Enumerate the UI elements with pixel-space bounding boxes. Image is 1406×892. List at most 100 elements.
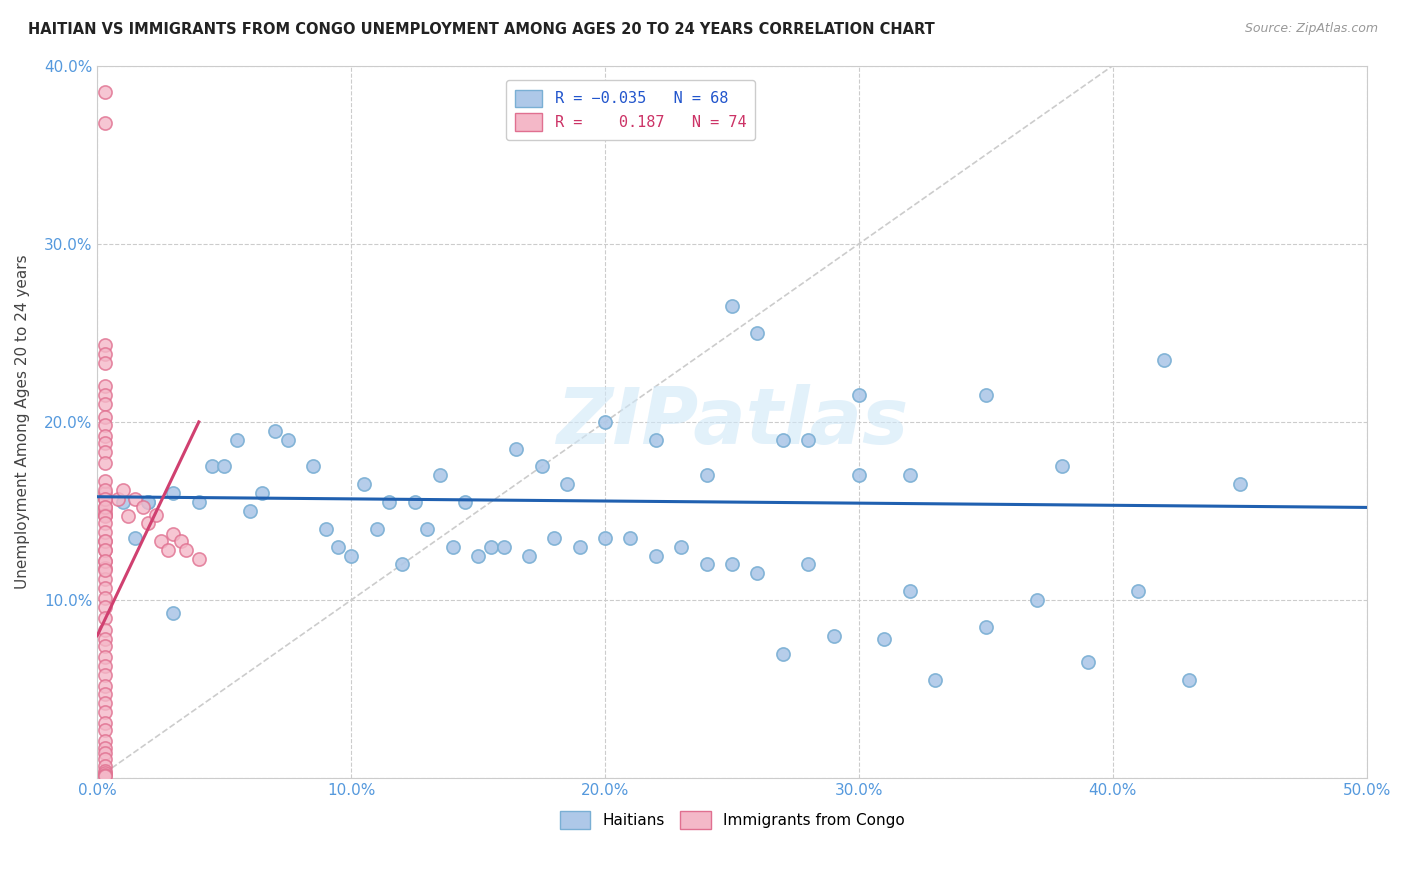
Point bbox=[94, 716, 117, 731]
Point bbox=[239, 504, 262, 518]
Point bbox=[94, 659, 117, 673]
Point bbox=[492, 540, 515, 554]
Point bbox=[848, 388, 870, 402]
Point bbox=[94, 624, 117, 638]
Point bbox=[94, 640, 117, 654]
Point bbox=[94, 379, 117, 393]
Point bbox=[517, 549, 540, 563]
Point bbox=[543, 531, 565, 545]
Point bbox=[1229, 477, 1251, 491]
Point bbox=[94, 86, 117, 100]
Point bbox=[315, 522, 337, 536]
Point bbox=[772, 433, 794, 447]
Point bbox=[136, 495, 159, 509]
Point bbox=[1128, 584, 1150, 599]
Point bbox=[94, 115, 117, 129]
Point bbox=[94, 483, 117, 497]
Point bbox=[162, 527, 184, 541]
Point bbox=[94, 525, 117, 540]
Point bbox=[94, 723, 117, 738]
Point bbox=[136, 495, 159, 509]
Point bbox=[94, 347, 117, 361]
Point bbox=[94, 516, 117, 531]
Text: ZIPatlas: ZIPatlas bbox=[555, 384, 908, 460]
Point bbox=[1025, 593, 1047, 607]
Point bbox=[479, 540, 502, 554]
Point bbox=[94, 418, 117, 433]
Point bbox=[94, 734, 117, 748]
Point bbox=[328, 540, 350, 554]
Legend: Haitians, Immigrants from Congo: Haitians, Immigrants from Congo bbox=[554, 805, 911, 835]
Point bbox=[1178, 673, 1201, 688]
Point bbox=[94, 591, 117, 606]
Point bbox=[162, 486, 184, 500]
Point bbox=[797, 558, 820, 572]
Point bbox=[568, 540, 591, 554]
Point bbox=[873, 632, 896, 647]
Point bbox=[898, 468, 921, 483]
Point bbox=[117, 509, 139, 524]
Point bbox=[94, 429, 117, 443]
Point bbox=[619, 531, 641, 545]
Point bbox=[924, 673, 946, 688]
Point bbox=[340, 549, 363, 563]
Point bbox=[94, 554, 117, 568]
Point bbox=[252, 486, 274, 500]
Point bbox=[974, 388, 997, 402]
Point bbox=[94, 445, 117, 459]
Point bbox=[696, 558, 718, 572]
Point bbox=[94, 509, 117, 524]
Point bbox=[441, 540, 464, 554]
Point bbox=[94, 563, 117, 577]
Point bbox=[94, 765, 117, 780]
Point bbox=[94, 697, 117, 711]
Point bbox=[111, 495, 134, 509]
Point bbox=[94, 397, 117, 411]
Point bbox=[593, 415, 616, 429]
Point bbox=[644, 433, 666, 447]
Point bbox=[454, 495, 477, 509]
Point bbox=[94, 486, 117, 500]
Point bbox=[94, 706, 117, 720]
Point bbox=[170, 534, 193, 549]
Point bbox=[132, 500, 155, 515]
Point bbox=[353, 477, 375, 491]
Point bbox=[505, 442, 527, 456]
Point bbox=[391, 558, 413, 572]
Point bbox=[124, 491, 146, 506]
Point bbox=[94, 491, 117, 506]
Point bbox=[378, 495, 401, 509]
Point bbox=[404, 495, 426, 509]
Point bbox=[94, 572, 117, 586]
Point bbox=[429, 468, 451, 483]
Point bbox=[94, 581, 117, 595]
Text: HAITIAN VS IMMIGRANTS FROM CONGO UNEMPLOYMENT AMONG AGES 20 TO 24 YEARS CORRELAT: HAITIAN VS IMMIGRANTS FROM CONGO UNEMPLO… bbox=[28, 22, 935, 37]
Point bbox=[149, 534, 172, 549]
Point bbox=[94, 751, 117, 765]
Point bbox=[721, 558, 744, 572]
Point bbox=[530, 459, 553, 474]
Y-axis label: Unemployment Among Ages 20 to 24 years: Unemployment Among Ages 20 to 24 years bbox=[15, 254, 30, 590]
Point bbox=[94, 491, 117, 506]
Point bbox=[200, 459, 222, 474]
Point bbox=[848, 468, 870, 483]
Point bbox=[264, 424, 287, 438]
Point bbox=[721, 299, 744, 313]
Point bbox=[1076, 656, 1098, 670]
Point bbox=[747, 326, 769, 340]
Point bbox=[94, 688, 117, 702]
Point bbox=[94, 543, 117, 558]
Point bbox=[467, 549, 489, 563]
Point bbox=[94, 388, 117, 402]
Point bbox=[94, 758, 117, 772]
Point bbox=[94, 338, 117, 352]
Point bbox=[124, 531, 146, 545]
Point bbox=[974, 620, 997, 634]
Point bbox=[187, 552, 209, 566]
Point bbox=[94, 561, 117, 575]
Point bbox=[94, 500, 117, 515]
Point bbox=[277, 433, 299, 447]
Point bbox=[107, 491, 129, 506]
Point bbox=[174, 543, 197, 558]
Point bbox=[94, 534, 117, 549]
